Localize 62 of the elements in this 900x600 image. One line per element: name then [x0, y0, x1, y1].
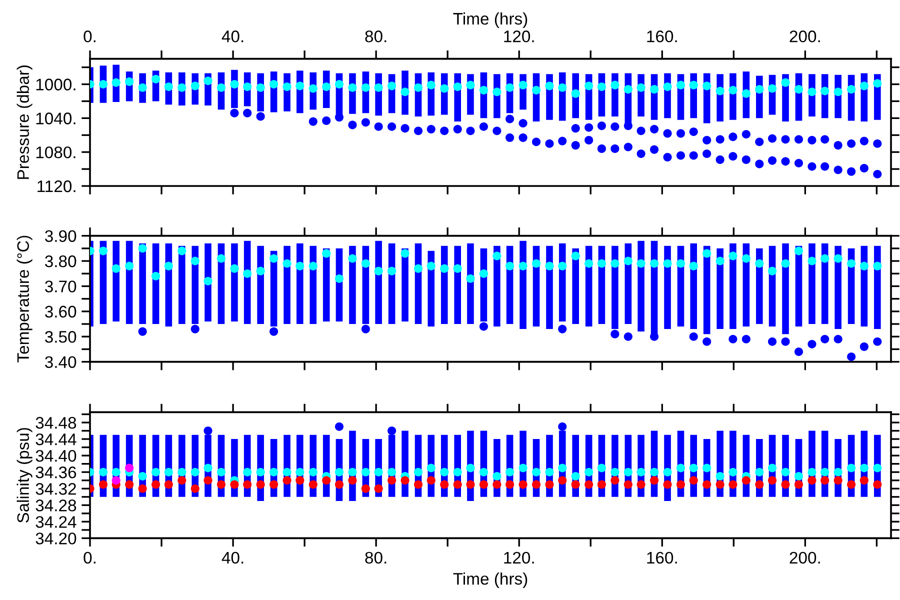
x-tick-label: 80. — [365, 552, 386, 564]
point — [860, 342, 868, 351]
point — [808, 340, 816, 348]
y-tick-label: 3.80 — [45, 255, 76, 268]
y-tick-label: 1080. — [36, 146, 76, 158]
y-axis-title: Pressure (dbar) — [16, 66, 32, 179]
point — [558, 324, 567, 334]
point — [768, 337, 777, 346]
point — [689, 332, 698, 341]
y-tick-label: 3.40 — [45, 356, 76, 368]
point — [834, 334, 842, 344]
point — [190, 324, 200, 334]
y-tick-label: 34.36 — [36, 466, 76, 478]
y-tick-label: 34.32 — [36, 483, 76, 495]
y-tick-label: 34.44 — [36, 433, 76, 446]
x-tick-label: 0. — [84, 552, 96, 564]
x-tick-label: 160. — [647, 552, 677, 564]
x-axis-title: Time (hrs) — [453, 572, 528, 588]
point — [794, 347, 804, 356]
point — [728, 334, 738, 344]
point — [388, 426, 396, 436]
point — [742, 334, 750, 344]
y-tick-label: 3.70 — [45, 280, 76, 292]
point — [138, 327, 147, 336]
x-tick-label: 200. — [790, 552, 820, 564]
x2-tick-label: 80. — [365, 30, 386, 42]
x-tick-label: 120. — [504, 552, 534, 564]
point — [270, 327, 278, 336]
x2-tick-label: 40. — [222, 30, 244, 42]
x2-tick-label: 200. — [790, 30, 820, 42]
point — [479, 322, 488, 331]
x-tick-label: 40. — [222, 552, 244, 564]
y-tick-label: 34.28 — [36, 500, 76, 512]
x2-axis-title: Time (hrs) — [453, 12, 528, 28]
y-tick-label: 3.90 — [45, 230, 76, 242]
point — [361, 324, 370, 334]
point — [204, 426, 212, 436]
point — [702, 337, 712, 346]
x2-tick-label: 160. — [647, 30, 677, 42]
point — [610, 330, 620, 338]
y-axis-title: Temperature (°C) — [16, 236, 32, 362]
y-tick-label: 1120. — [38, 180, 76, 192]
point — [558, 422, 567, 431]
point — [820, 334, 830, 344]
point — [334, 422, 344, 431]
y-tick-label: 3.50 — [45, 331, 76, 343]
x2-tick-label: 0. — [84, 30, 96, 42]
y-axis-title: Salinity (psu) — [16, 428, 32, 523]
y-tick-label: 34.40 — [36, 450, 76, 462]
y-tick-label: 3.60 — [45, 306, 76, 318]
point — [624, 332, 632, 341]
point — [112, 476, 120, 485]
y-tick-label: 34.48 — [36, 416, 76, 429]
point — [873, 337, 882, 346]
point — [125, 464, 134, 472]
x2-tick-label: 120. — [504, 30, 534, 42]
point — [847, 352, 856, 362]
point — [781, 337, 790, 346]
y-tick-label: 1040. — [36, 112, 76, 124]
y-tick-label: 1000. — [36, 78, 76, 90]
y-tick-label: 34.24 — [36, 516, 76, 528]
y-tick-label: 34.20 — [36, 532, 76, 544]
